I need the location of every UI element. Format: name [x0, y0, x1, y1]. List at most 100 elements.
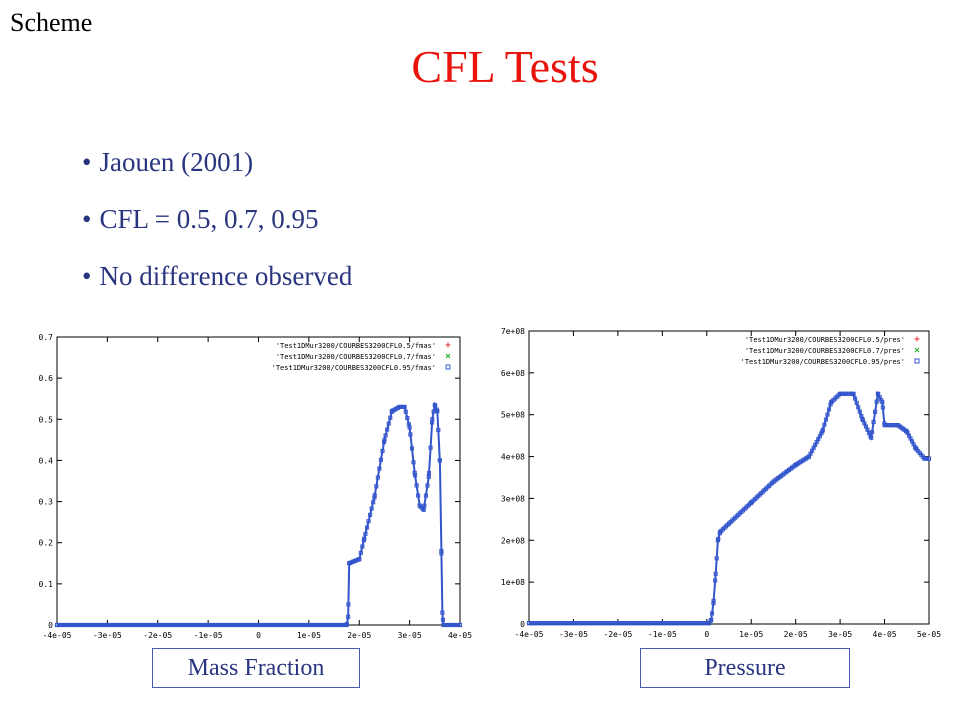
x-tick-label: -3e-05	[93, 631, 122, 640]
data-point	[853, 396, 858, 401]
data-point	[426, 471, 432, 476]
x-tick-label: -4e-05	[515, 630, 544, 639]
data-point	[851, 392, 856, 397]
bullet-text: CFL = 0.5, 0.7, 0.95	[99, 204, 319, 234]
y-tick-label: 0.2	[39, 539, 54, 548]
data-point	[713, 571, 718, 576]
data-point	[440, 617, 446, 622]
data-point	[880, 400, 885, 405]
data-point	[421, 507, 426, 512]
x-tick-label: 5e-05	[917, 630, 941, 639]
legend-label-2: 'Test1DMur3200/COURBES3200CFL0.95/fmas'	[272, 364, 436, 372]
y-tick-label: 5e+08	[501, 411, 525, 420]
data-point	[358, 550, 363, 555]
data-point	[439, 551, 444, 556]
bullet-text: No difference observed	[99, 261, 353, 291]
data-point	[385, 427, 390, 432]
bullet-dot-icon: •	[82, 261, 92, 291]
x-tick-label: -1e-05	[194, 631, 223, 640]
mass-fraction-chart: -4e-05 -3e-05 -2e-05 -1e-05 0 1e-05 2e-05 3e-05…	[39, 333, 473, 640]
data-point	[822, 422, 827, 427]
series-curve	[57, 401, 460, 626]
data-point	[437, 458, 442, 463]
data-point	[383, 433, 388, 438]
plot-frame	[528, 330, 930, 625]
data-point	[362, 536, 367, 541]
data-point	[439, 548, 444, 553]
data-point	[711, 601, 716, 606]
data-point	[371, 500, 376, 505]
data-point	[435, 409, 440, 414]
plot-frame	[56, 336, 461, 626]
y-tick-label: 2e+08	[501, 536, 525, 545]
y-tick-label: 1e+08	[501, 578, 525, 587]
bullet-dot-icon: •	[82, 204, 92, 234]
data-point	[714, 556, 719, 561]
data-point	[856, 405, 861, 410]
x-tick-label: 3e-05	[398, 631, 422, 640]
data-point	[380, 448, 385, 453]
bullet-dot-icon: •	[82, 147, 92, 177]
data-point	[378, 457, 384, 462]
data-point	[405, 415, 410, 421]
data-point	[414, 483, 419, 488]
x-tick-label: -2e-05	[603, 630, 632, 639]
legend-marker-0	[445, 342, 451, 348]
data-point	[368, 512, 373, 517]
data-point	[344, 621, 349, 626]
data-point	[369, 506, 374, 511]
bullet-item: • Jaouen (2001)	[82, 140, 352, 197]
data-point	[382, 440, 387, 445]
data-point	[402, 404, 407, 409]
data-point	[374, 484, 379, 489]
y-tick-label: 0.6	[39, 374, 54, 383]
data-point	[382, 437, 387, 442]
bullet-item: • No difference observed	[82, 254, 352, 311]
y-tick-label: 0	[48, 621, 53, 630]
legend-label-1: 'Test1DMur3200/COURBES3200CFL0.7/pres'	[745, 347, 905, 355]
x-tick-label: 2e-05	[784, 630, 808, 639]
data-point	[411, 460, 416, 465]
y-tick-label: 6e+08	[501, 369, 525, 378]
data-point	[403, 409, 408, 414]
x-tick-label: 4e-05	[448, 631, 472, 640]
x-tick-label: 1e-05	[739, 630, 763, 639]
data-point	[425, 483, 430, 488]
x-tick-label: 1e-05	[297, 631, 321, 640]
legend-marker-0	[914, 336, 920, 342]
x-tick-label: 0	[256, 631, 261, 640]
pressure-chart: -4e-05 -3e-05 -2e-05 -1e-05 0 1e-05 2e-05 3e-05…	[501, 327, 941, 639]
data-point	[409, 446, 415, 451]
data-point	[346, 602, 351, 607]
data-point	[363, 531, 368, 536]
data-point	[871, 419, 876, 425]
data-point	[457, 622, 463, 628]
data-point	[857, 409, 862, 414]
x-tick-label: 3e-05	[828, 630, 852, 639]
data-point	[416, 493, 421, 498]
data-point	[372, 495, 377, 500]
data-point	[874, 399, 879, 404]
data-point	[408, 432, 413, 437]
legend-label-0: 'Test1DMur3200/COURBES3200CFL0.5/fmas'	[276, 342, 436, 350]
data-point	[708, 618, 713, 623]
slide-title: CFL Tests	[411, 41, 599, 92]
pressure-caption: Pressure	[640, 648, 850, 688]
data-point	[372, 493, 377, 498]
x-tick-label: -2e-05	[143, 631, 172, 640]
data-point	[388, 415, 393, 420]
data-point	[926, 456, 932, 461]
data-point	[357, 557, 362, 562]
data-point	[412, 470, 417, 475]
x-tick-label: -1e-05	[648, 630, 677, 639]
legend-label-2: 'Test1DMur3200/COURBES3200CFL0.95/pres'	[741, 358, 905, 366]
data-point	[407, 425, 412, 430]
x-tick-label: 0	[704, 630, 709, 639]
data-point	[360, 544, 365, 549]
bullet-list: • Jaouen (2001) • CFL = 0.5, 0.7, 0.95 • No…	[82, 140, 352, 311]
data-point	[364, 525, 370, 530]
data-point	[870, 430, 875, 435]
data-point	[413, 473, 418, 478]
data-point	[820, 427, 825, 432]
y-tick-label: 0.1	[39, 580, 54, 589]
